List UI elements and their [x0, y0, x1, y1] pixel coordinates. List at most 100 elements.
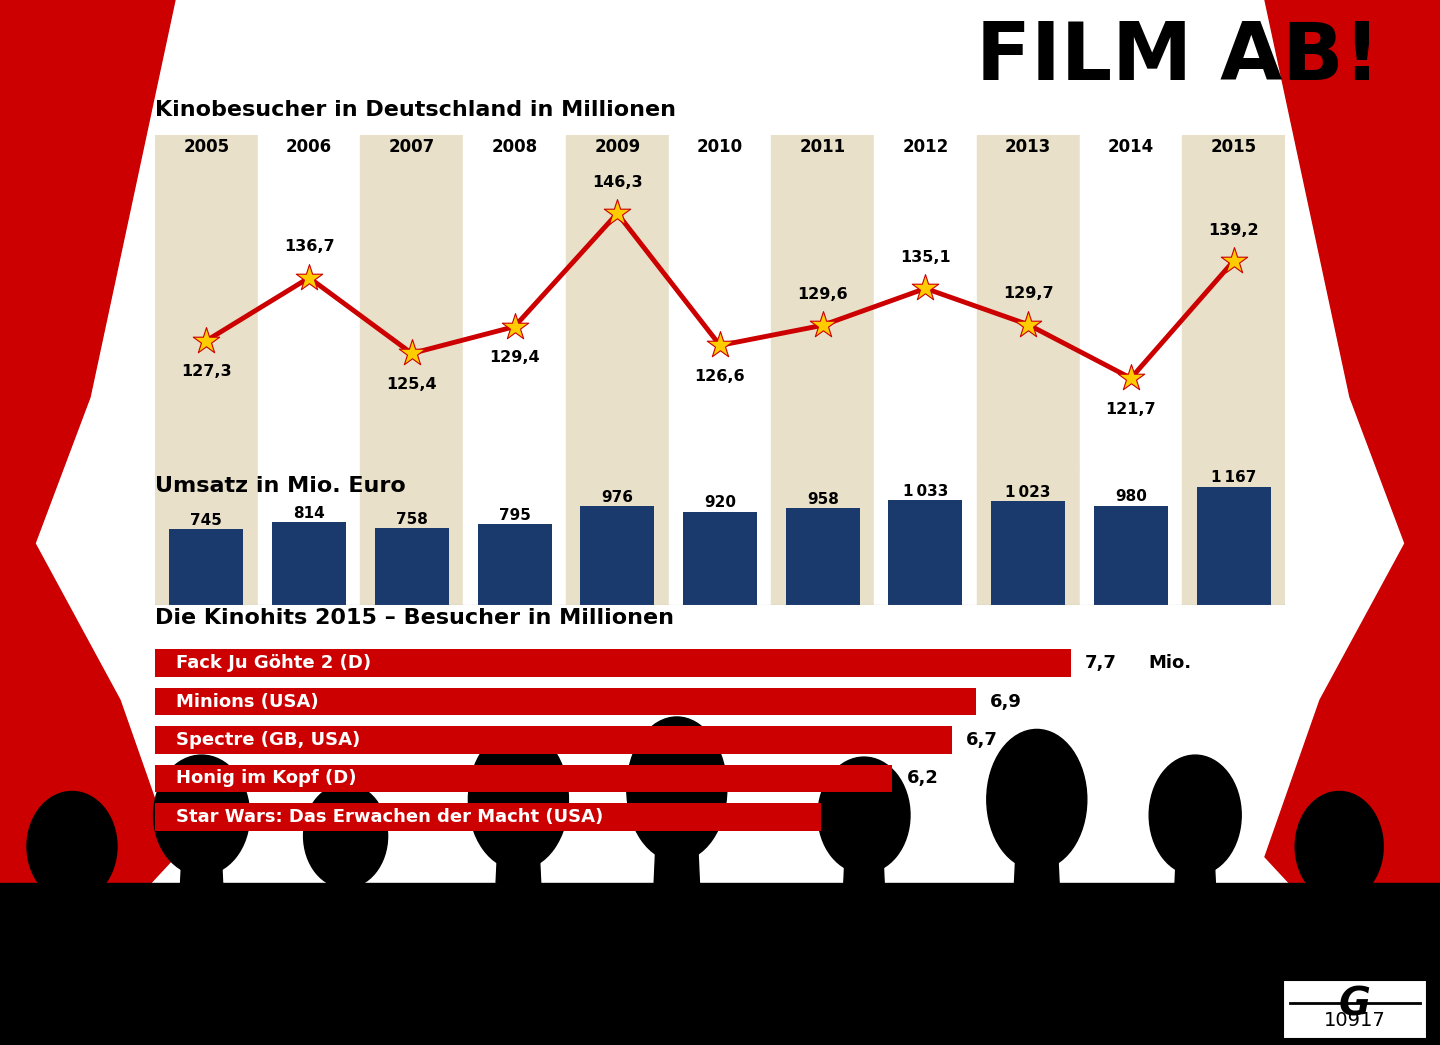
Bar	[464, 135, 566, 470]
Polygon shape	[320, 862, 370, 1045]
Text: 7,7: 7,7	[1086, 654, 1117, 672]
Bar	[1080, 135, 1182, 470]
Bar	[683, 512, 757, 605]
Text: © Globus: © Globus	[1202, 1015, 1274, 1030]
Text: G: G	[1339, 985, 1371, 1023]
Polygon shape	[1313, 874, 1365, 1045]
Ellipse shape	[1149, 756, 1241, 875]
Bar	[170, 530, 243, 605]
Bar	[156, 765, 893, 792]
Polygon shape	[647, 825, 707, 1045]
Text: 1 033: 1 033	[903, 484, 948, 498]
Text: 2009: 2009	[595, 138, 641, 157]
Text: 6,9: 6,9	[991, 693, 1022, 711]
Text: 2005: 2005	[183, 138, 229, 157]
Polygon shape	[0, 0, 176, 1045]
Bar	[374, 528, 449, 605]
Bar	[258, 465, 360, 605]
Point	[503, 319, 526, 335]
Text: Spectre (GB, USA): Spectre (GB, USA)	[177, 732, 360, 749]
Bar	[360, 465, 464, 605]
Bar	[272, 522, 346, 605]
Text: 2007: 2007	[389, 138, 435, 157]
Text: 129,6: 129,6	[798, 286, 848, 302]
Ellipse shape	[27, 791, 117, 902]
Text: 126,6: 126,6	[694, 369, 746, 384]
Ellipse shape	[818, 757, 910, 874]
Bar	[566, 135, 668, 470]
Text: Star Wars: Das Erwachen der Macht (USA): Star Wars: Das Erwachen der Macht (USA)	[177, 808, 603, 826]
Text: 6,7: 6,7	[966, 732, 998, 749]
Point	[811, 317, 834, 333]
Bar	[668, 135, 772, 470]
Text: Minions (USA): Minions (USA)	[177, 693, 320, 711]
Text: Quelle: FFA: Quelle: FFA	[14, 1015, 121, 1034]
Text: 958: 958	[806, 491, 838, 507]
Bar	[156, 688, 976, 716]
Text: 758: 758	[396, 512, 428, 527]
Polygon shape	[1264, 0, 1440, 1045]
Text: FILM AB!: FILM AB!	[976, 19, 1380, 96]
Bar	[772, 465, 874, 605]
Ellipse shape	[626, 717, 727, 861]
Bar	[156, 135, 258, 470]
Text: Fack Ju Göhte 2 (D): Fack Ju Göhte 2 (D)	[177, 654, 372, 672]
Text: 814: 814	[294, 506, 325, 521]
Bar	[258, 135, 360, 470]
Polygon shape	[0, 883, 1440, 1045]
Text: 980: 980	[1115, 489, 1146, 505]
Polygon shape	[488, 834, 549, 1045]
Point	[298, 270, 321, 286]
Text: 1 167: 1 167	[1211, 470, 1256, 485]
Bar	[360, 135, 464, 470]
Bar	[566, 465, 668, 605]
Text: 6,2: 6,2	[907, 769, 939, 788]
Ellipse shape	[468, 729, 569, 869]
FancyBboxPatch shape	[1283, 980, 1427, 1039]
Bar	[464, 465, 566, 605]
Bar	[156, 649, 1071, 677]
Text: 2014: 2014	[1107, 138, 1153, 157]
Polygon shape	[45, 874, 99, 1045]
Point	[1223, 253, 1246, 270]
Text: Honig im Kopf (D): Honig im Kopf (D)	[177, 769, 357, 788]
Text: 136,7: 136,7	[284, 239, 334, 254]
Ellipse shape	[304, 784, 387, 888]
Text: 920: 920	[704, 495, 736, 510]
Text: Umsatz in Mio. Euro: Umsatz in Mio. Euro	[156, 477, 406, 496]
Polygon shape	[837, 844, 891, 1045]
Text: 2012: 2012	[903, 138, 949, 157]
Point	[1119, 370, 1142, 387]
Text: 2006: 2006	[287, 138, 333, 157]
Point	[606, 205, 629, 222]
Ellipse shape	[986, 729, 1087, 869]
Text: 129,7: 129,7	[1002, 286, 1054, 301]
Bar	[1197, 487, 1270, 605]
Text: 5,6: 5,6	[835, 808, 867, 826]
Point	[914, 280, 937, 297]
Bar	[156, 726, 952, 753]
Point	[708, 338, 732, 354]
Text: Kinobesucher in Deutschland in Millionen: Kinobesucher in Deutschland in Millionen	[156, 100, 675, 120]
Text: Mio.: Mio.	[1148, 654, 1191, 672]
Text: 135,1: 135,1	[900, 250, 950, 265]
Bar	[786, 508, 860, 605]
Text: 2011: 2011	[799, 138, 845, 157]
Bar	[874, 465, 976, 605]
Bar	[772, 135, 874, 470]
Bar	[976, 465, 1080, 605]
Bar	[1182, 465, 1284, 605]
Text: 2015: 2015	[1211, 138, 1257, 157]
Bar	[156, 465, 258, 605]
Bar	[991, 502, 1066, 605]
Text: 121,7: 121,7	[1106, 401, 1156, 417]
Polygon shape	[173, 845, 230, 1045]
Point	[1017, 317, 1040, 333]
Ellipse shape	[1295, 791, 1384, 902]
Bar	[976, 135, 1080, 470]
Bar	[888, 501, 962, 605]
Text: 2010: 2010	[697, 138, 743, 157]
Text: Die Kinohits 2015 – Besucher in Millionen: Die Kinohits 2015 – Besucher in Millione…	[156, 608, 674, 628]
Text: 2008: 2008	[491, 138, 537, 157]
Point	[194, 332, 217, 349]
